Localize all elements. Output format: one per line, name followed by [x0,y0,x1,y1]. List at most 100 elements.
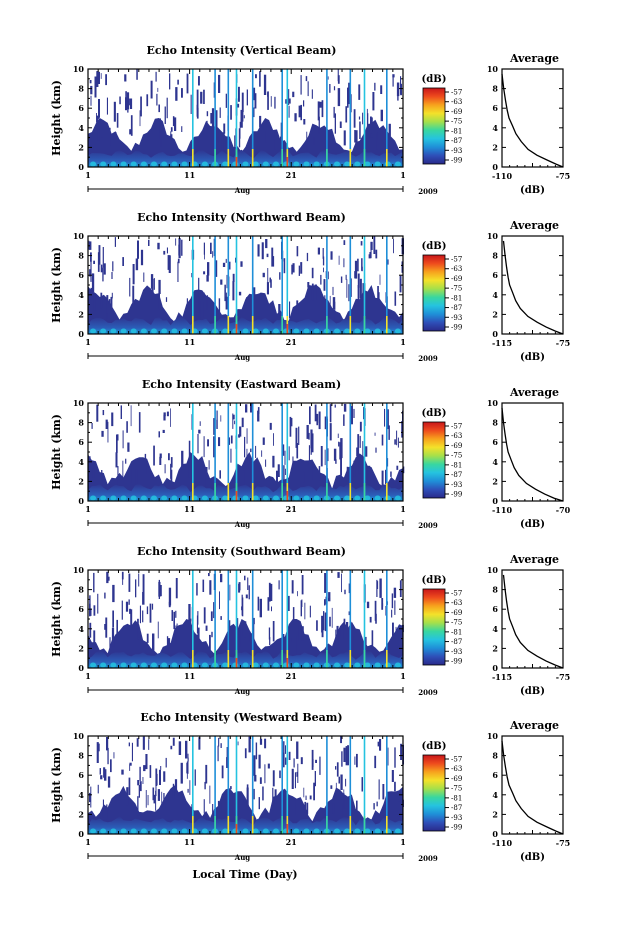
rain-column [251,736,254,834]
echo-streak [374,82,376,91]
diurnal-echo [90,495,97,501]
diurnal-echo [262,495,269,501]
y-tick-label: 0 [78,329,84,339]
echo-streak [358,84,361,100]
echo-streak [219,107,221,118]
y-tick-label: 4 [78,290,84,300]
diurnal-echo [252,662,259,668]
colorbar-tick-label: -99 [451,824,462,832]
echo-streak [164,464,166,474]
echo-streak [104,769,107,781]
echo-streak [263,74,267,95]
echo-streak [103,263,106,275]
echo-streak [322,248,324,259]
echo-streak [97,252,100,272]
echo-streak [291,580,294,594]
echo-streak [217,745,219,762]
echo-streak [180,762,183,784]
echo-streak [370,241,373,250]
echo-streak [258,797,260,810]
colorbar-tick-label: -93 [451,648,462,656]
echo-streak [292,263,295,273]
diurnal-echo [384,161,391,167]
echo-streak [319,756,321,775]
rain-column-core [214,816,216,834]
diurnal-echo [130,161,137,167]
diurnal-echo [374,495,381,501]
echo-streak [255,445,257,458]
echo-streak [262,437,265,445]
x-tick-label: 1 [85,504,91,514]
echo-streak [207,439,209,447]
rain-column-core [214,650,216,668]
average-y-tick-label: 4 [492,790,498,800]
echo-streak [89,456,91,469]
echo-streak [241,417,244,428]
average-y-tick-label: 8 [492,84,498,94]
echo-streak [241,92,244,113]
average-y-tick-label: 4 [492,123,498,133]
echo-streak [224,284,226,302]
echo-streak [191,804,193,817]
echo-streak [177,79,179,85]
echo-streak [105,74,107,86]
average-title: Average [509,52,559,65]
echo-streak [248,736,251,753]
echo-streak [316,620,318,631]
echo-streak [198,290,201,311]
echo-streak [248,464,250,470]
echo-streak [374,600,377,621]
diurnal-echo [273,495,279,501]
panel-2: Echo Intensity (Northward Beam) Height (k… [50,211,570,363]
diurnal-echo [171,328,178,334]
average-x-label: (dB) [520,352,545,363]
echo-streak [391,770,394,782]
diurnal-echo [201,161,208,167]
colorbar-label: (dB) [422,74,447,85]
diurnal-echo [161,828,168,834]
echo-streak [340,276,343,283]
rain-column-core [251,483,254,501]
echo-streak [391,609,393,618]
rain-column-core [363,483,366,501]
echo-streak [196,634,199,649]
echo-streak [375,249,378,259]
echo-streak [142,592,145,605]
echo-streak [175,238,177,246]
echo-streak [237,741,239,746]
heatmap-field [88,236,404,334]
echo-streak [116,113,119,128]
echo-streak [218,737,220,747]
echo-streak [377,581,379,589]
echo-streak [381,434,384,446]
echo-streak [273,256,275,267]
y-tick-label: 8 [78,585,84,595]
diurnal-echo [201,328,208,334]
rain-column [326,403,328,501]
echo-streak [348,82,350,92]
echo-streak [104,592,106,599]
echo-streak [110,759,112,773]
average-y-tick-label: 6 [492,103,498,113]
echo-streak [270,96,272,107]
diurnal-echo [394,828,401,834]
echo-streak [194,769,196,786]
echo-streak [205,764,208,784]
echo-streak [290,418,293,427]
echo-streak [107,747,109,765]
echo-streak [139,766,141,782]
panel-title: Echo Intensity (Eastward Beam) [142,378,341,391]
echo-streak [365,446,368,457]
diurnal-echo [171,495,178,501]
echo-streak [138,412,141,433]
echo-streak [392,74,395,78]
echo-streak [365,136,367,146]
echo-streak [296,741,299,759]
echo-streak [338,776,340,784]
echo-streak [271,247,274,267]
echo-streak [384,408,386,427]
echo-streak [324,449,326,466]
echo-streak [132,285,135,307]
echo-streak [188,440,191,461]
echo-streak [272,787,274,808]
